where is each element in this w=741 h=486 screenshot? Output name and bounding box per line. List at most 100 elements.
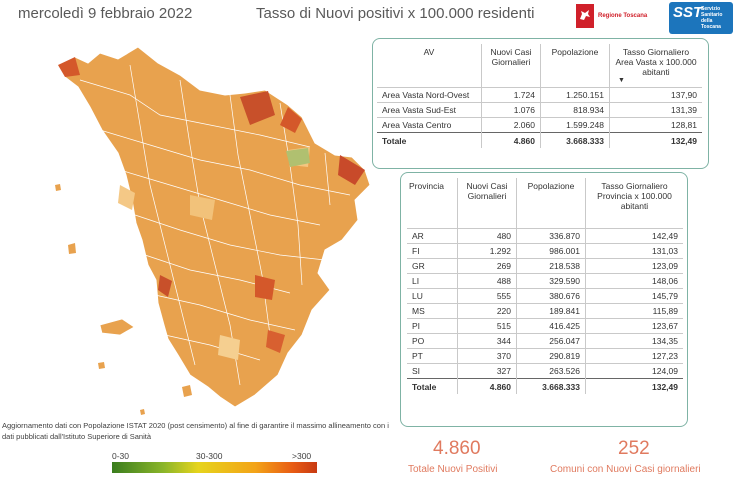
av-pop: 1.250.151 xyxy=(540,87,610,103)
prov-total-name: Totale xyxy=(407,378,458,394)
av-rate-header[interactable]: Tasso Giornaliero Area Vasta x 100.000 a… xyxy=(609,44,702,88)
prov-rate: 115,89 xyxy=(585,303,683,319)
tuscany-mainland xyxy=(57,46,371,408)
prov-pop: 416.425 xyxy=(516,318,586,334)
prov-rate: 148,06 xyxy=(585,273,683,289)
prov-cases: 327 xyxy=(457,363,517,379)
av-pop-header[interactable]: Popolazione xyxy=(540,44,610,88)
prov-cases: 220 xyxy=(457,303,517,319)
prov-name: SI xyxy=(407,363,458,379)
prov-rate: 142,49 xyxy=(585,228,683,244)
pianosa-island xyxy=(98,362,105,369)
prov-name: PO xyxy=(407,333,458,349)
av-cases: 2.060 xyxy=(481,117,541,133)
table-row: MS 220 189.841 115,89 xyxy=(407,303,683,319)
prov-pop-header[interactable]: Popolazione xyxy=(516,178,586,229)
regione-toscana-logo: Regione Toscana xyxy=(576,4,654,30)
av-cases-header[interactable]: Nuovi Casi Giornalieri xyxy=(481,44,541,88)
av-rate-header-label: Tasso Giornaliero Area Vasta x 100.000 a… xyxy=(615,47,697,77)
av-name: Area Vasta Sud-Est xyxy=(377,102,482,118)
prov-pop: 218.538 xyxy=(516,258,586,274)
prov-cases: 1.292 xyxy=(457,243,517,259)
prov-pop: 336.870 xyxy=(516,228,586,244)
gorgona-island xyxy=(55,184,61,191)
regione-toscana-text: Regione Toscana xyxy=(598,13,648,19)
prov-rate: 131,03 xyxy=(585,243,683,259)
prov-rate-header[interactable]: Tasso Giornaliero Provincia x 100.000 ab… xyxy=(585,178,683,229)
municipalities-value: 252 xyxy=(618,438,650,459)
footnote: Aggiornamento dati con Popolazione ISTAT… xyxy=(2,421,389,441)
prov-total-pop: 3.668.333 xyxy=(516,378,586,394)
av-total-name: Totale xyxy=(377,132,482,148)
prov-cases: 344 xyxy=(457,333,517,349)
prov-pop: 986.001 xyxy=(516,243,586,259)
area-vasta-table: AV Nuovi Casi Giornalieri Popolazione Ta… xyxy=(372,38,709,169)
av-name: Area Vasta Nord-Ovest xyxy=(377,87,482,103)
prov-name: LI xyxy=(407,273,458,289)
high-incidence-areas xyxy=(58,57,365,353)
prov-pop: 290.819 xyxy=(516,348,586,364)
page-title: Tasso di Nuovi positivi x 100.000 reside… xyxy=(256,5,535,22)
legend-low-label: 0-30 xyxy=(112,451,130,461)
table-total-row: Totale 4.860 3.668.333 132,49 xyxy=(407,378,683,394)
av-total-cases: 4.860 xyxy=(481,132,541,148)
tuscany-map xyxy=(55,46,371,415)
prov-pop: 329.590 xyxy=(516,273,586,289)
prov-name: PT xyxy=(407,348,458,364)
prov-rate: 124,09 xyxy=(585,363,683,379)
prov-cases: 269 xyxy=(457,258,517,274)
table-row: PT 370 290.819 127,23 xyxy=(407,348,683,364)
table-row: Area Vasta Nord-Ovest 1.724 1.250.151 13… xyxy=(377,87,702,103)
prov-pop: 263.526 xyxy=(516,363,586,379)
prov-cases: 480 xyxy=(457,228,517,244)
prov-cases: 370 xyxy=(457,348,517,364)
prov-pop: 256.047 xyxy=(516,333,586,349)
pegasus-flag-icon xyxy=(576,4,594,28)
prov-rate: 134,35 xyxy=(585,333,683,349)
prov-cases: 555 xyxy=(457,288,517,304)
av-cases: 1.076 xyxy=(481,102,541,118)
montecristo-island xyxy=(140,409,145,415)
sort-desc-icon[interactable]: ▼ xyxy=(618,77,625,84)
prov-rate: 123,67 xyxy=(585,318,683,334)
prov-name: MS xyxy=(407,303,458,319)
total-positives-label: Totale Nuovi Positivi xyxy=(408,464,498,475)
green-area xyxy=(286,148,310,167)
legend-mid-label: 30-300 xyxy=(196,451,223,461)
prov-cases-header[interactable]: Nuovi Casi Giornalieri xyxy=(457,178,517,229)
table-row: Area Vasta Sud-Est 1.076 818.934 131,39 xyxy=(377,102,702,118)
sst-logo: SST Servizio Sanitario della Toscana xyxy=(669,2,733,34)
prov-name: PI xyxy=(407,318,458,334)
prov-name: LU xyxy=(407,288,458,304)
av-rate: 128,81 xyxy=(609,117,702,133)
av-pop: 1.599.248 xyxy=(540,117,610,133)
table-row: SI 327 263.526 124,09 xyxy=(407,363,683,379)
prov-pop: 189.841 xyxy=(516,303,586,319)
prov-rate: 127,23 xyxy=(585,348,683,364)
prov-cases: 488 xyxy=(457,273,517,289)
municipalities-label: Comuni con Nuovi Casi giornalieri xyxy=(550,464,701,475)
prov-rate: 145,79 xyxy=(585,288,683,304)
table-row: LU 555 380.676 145,79 xyxy=(407,288,683,304)
prov-total-cases: 4.860 xyxy=(457,378,517,394)
prov-name: GR xyxy=(407,258,458,274)
prov-header[interactable]: Provincia xyxy=(409,181,444,191)
prov-name: FI xyxy=(407,243,458,259)
legend-high-label: >300 xyxy=(292,451,312,461)
province-table: Provincia Nuovi Casi Giornalieri Popolaz… xyxy=(400,172,688,427)
table-row: AR 480 336.870 142,49 xyxy=(407,228,683,244)
capraia-island xyxy=(68,243,76,254)
table-row: GR 269 218.538 123,09 xyxy=(407,258,683,274)
table-row: PO 344 256.047 134,35 xyxy=(407,333,683,349)
sst-logo-subtext: Servizio Sanitario della Toscana xyxy=(701,6,723,30)
prov-cases: 515 xyxy=(457,318,517,334)
total-positives-value: 4.860 xyxy=(433,438,481,459)
prov-pop: 380.676 xyxy=(516,288,586,304)
prov-name: AR xyxy=(407,228,458,244)
av-cases: 1.724 xyxy=(481,87,541,103)
av-pop: 818.934 xyxy=(540,102,610,118)
av-rate: 137,90 xyxy=(609,87,702,103)
table-row: Area Vasta Centro 2.060 1.599.248 128,81 xyxy=(377,117,702,133)
av-rate: 131,39 xyxy=(609,102,702,118)
av-header[interactable]: AV xyxy=(423,47,435,57)
